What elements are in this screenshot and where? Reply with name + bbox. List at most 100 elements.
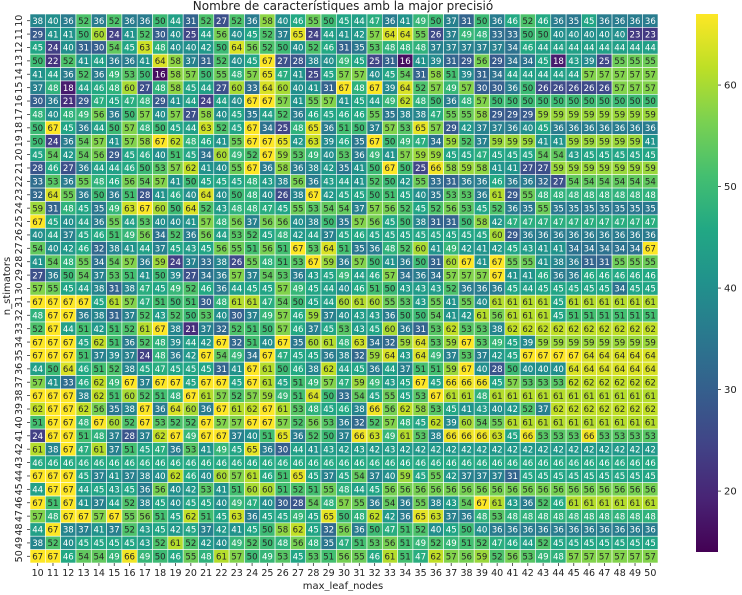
cell-label: 56 xyxy=(599,486,610,496)
cell-label: 67 xyxy=(48,526,59,536)
cell-label: 16 xyxy=(155,70,166,80)
cell-label: 61 xyxy=(538,298,549,308)
cell-label: 44 xyxy=(293,445,304,455)
cell-label: 61 xyxy=(599,419,610,429)
cell-label: 45 xyxy=(139,365,150,375)
cell-label: 44 xyxy=(48,231,59,241)
cell-label: 27 xyxy=(522,164,533,174)
cell-label: 45 xyxy=(599,151,610,161)
cell-label: 54 xyxy=(323,204,334,214)
cell-label: 45 xyxy=(446,151,457,161)
cell-label: 50 xyxy=(369,164,380,174)
cell-label: 52 xyxy=(277,111,288,121)
cell-label: 53 xyxy=(400,298,411,308)
cell-label: 67 xyxy=(247,124,258,134)
cell-label: 44 xyxy=(354,486,365,496)
cell-label: 42 xyxy=(369,445,380,455)
cell-label: 48 xyxy=(584,512,595,522)
cell-label: 47 xyxy=(507,218,518,228)
cell-label: 48 xyxy=(48,512,59,522)
cell-label: 37 xyxy=(231,432,242,442)
cell-label: 36 xyxy=(308,178,319,188)
cell-label: 62 xyxy=(645,405,656,415)
cell-label: 45 xyxy=(308,526,319,536)
cell-label: 50 xyxy=(63,271,74,281)
cell-label: 45 xyxy=(599,285,610,295)
cell-label: 25 xyxy=(415,164,426,174)
cell-label: 45 xyxy=(93,486,104,496)
cell-label: 59 xyxy=(492,137,503,147)
cell-label: 67 xyxy=(185,392,196,402)
cell-label: 36 xyxy=(492,285,503,295)
cell-label: 38 xyxy=(63,526,74,536)
cell-label: 62 xyxy=(185,512,196,522)
cell-label: 45 xyxy=(124,486,135,496)
y-tick-label: 17 xyxy=(14,108,25,120)
cell-label: 47 xyxy=(155,365,166,375)
cell-label: 35 xyxy=(522,204,533,214)
cell-label: 38 xyxy=(124,365,135,375)
cell-label: 67 xyxy=(48,311,59,321)
cell-label: 56 xyxy=(461,553,472,563)
cell-label: 28 xyxy=(139,191,150,201)
cell-label: 45 xyxy=(308,472,319,482)
cell-label: 64 xyxy=(48,191,59,201)
cell-label: 64 xyxy=(308,392,319,402)
cell-label: 64 xyxy=(599,352,610,362)
cell-label: 67 xyxy=(262,405,273,415)
cell-label: 41 xyxy=(109,137,120,147)
cell-label: 49 xyxy=(308,378,319,388)
cell-label: 65 xyxy=(293,472,304,482)
cell-label: 45 xyxy=(584,17,595,27)
cell-label: 50 xyxy=(461,526,472,536)
cell-label: 55 xyxy=(430,472,441,482)
cell-label: 46 xyxy=(599,459,610,469)
cell-label: 56 xyxy=(155,486,166,496)
cell-label: 47 xyxy=(339,539,350,549)
cell-label: 60 xyxy=(216,151,227,161)
cell-label: 57 xyxy=(201,218,212,228)
y-tick-label: 35 xyxy=(14,349,25,361)
cell-label: 41 xyxy=(155,191,166,201)
cell-label: 50 xyxy=(461,218,472,228)
cell-label: 67 xyxy=(32,218,43,228)
cell-label: 42 xyxy=(400,445,411,455)
cell-label: 67 xyxy=(139,204,150,214)
cell-label: 55 xyxy=(231,137,242,147)
cell-label: 67 xyxy=(32,499,43,509)
cell-label: 40 xyxy=(170,218,181,228)
cell-label: 52 xyxy=(78,17,89,27)
cell-label: 36 xyxy=(584,124,595,134)
cell-label: 45 xyxy=(155,499,166,509)
cell-label: 47 xyxy=(247,499,258,509)
cell-label: 53 xyxy=(476,338,487,348)
cell-label: 55 xyxy=(507,258,518,268)
cell-label: 67 xyxy=(48,432,59,442)
x-tick-label: 10 xyxy=(32,568,44,579)
cell-label: 67 xyxy=(247,137,258,147)
cell-label: 42 xyxy=(323,164,334,174)
cell-label: 43 xyxy=(400,285,411,295)
cell-label: 59 xyxy=(568,137,579,147)
cell-label: 57 xyxy=(170,111,181,121)
cell-label: 50 xyxy=(93,191,104,201)
y-axis-label: n_stimators xyxy=(2,257,13,315)
cell-label: 41 xyxy=(124,30,135,40)
cell-label: 40 xyxy=(262,191,273,201)
cell-label: 46 xyxy=(48,164,59,174)
cell-label: 52 xyxy=(139,338,150,348)
cell-label: 67 xyxy=(48,325,59,335)
cell-label: 31 xyxy=(476,70,487,80)
cell-label: 40 xyxy=(522,365,533,375)
cell-label: 62 xyxy=(614,325,625,335)
cell-label: 47 xyxy=(139,285,150,295)
cell-label: 52 xyxy=(48,539,59,549)
cell-label: 45 xyxy=(262,285,273,295)
cell-label: 59 xyxy=(645,338,656,348)
cell-label: 55 xyxy=(415,178,426,188)
cell-label: 67 xyxy=(63,405,74,415)
cell-label: 60 xyxy=(369,298,380,308)
cell-label: 45 xyxy=(48,218,59,228)
cell-label: 61 xyxy=(584,392,595,402)
cell-label: 53 xyxy=(599,432,610,442)
